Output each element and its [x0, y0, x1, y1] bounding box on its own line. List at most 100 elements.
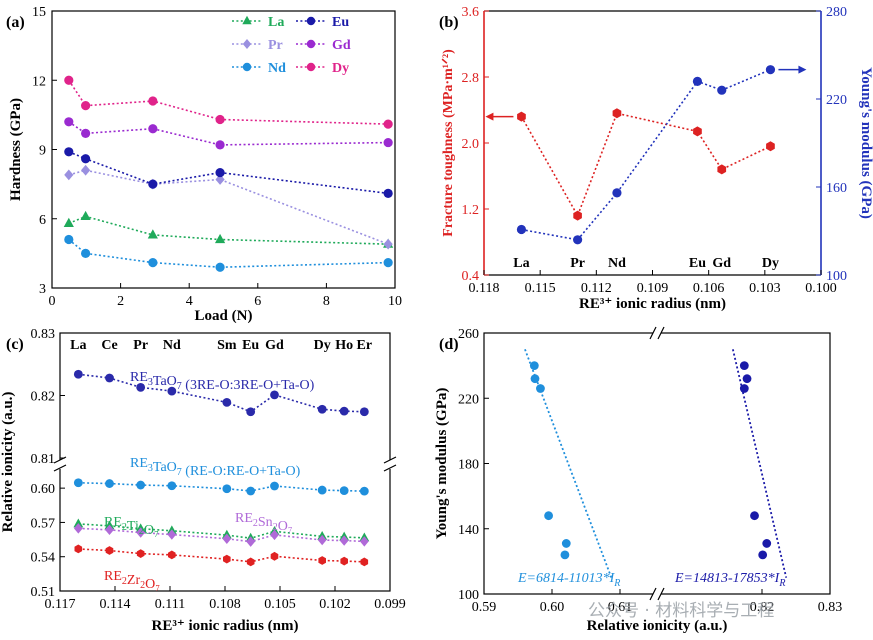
panel-b-modulus-line — [521, 68, 771, 241]
panel-b-left-ytick-label: 1.2 — [462, 203, 480, 218]
panel-d-frame — [483, 332, 831, 595]
panel-c-series-line — [78, 548, 365, 563]
panel-d-ytick-label: 220 — [458, 392, 479, 407]
panel-d-fit-label-main: E=14813-17853*I — [674, 571, 781, 586]
panel-d-label: (d) — [439, 336, 459, 353]
panel-d-fit-label: E=6814-11013*IR — [517, 571, 620, 589]
panel-b-left-ytick-label: 0.4 — [462, 269, 480, 284]
panel-a-point — [383, 258, 393, 268]
panel-c-point — [339, 535, 349, 546]
panel-d-break-mark — [649, 587, 657, 601]
panel-c-series-label-part: TaO — [153, 460, 177, 475]
panel-a-point — [215, 174, 225, 185]
panel-c-point — [136, 549, 145, 558]
panel-c-series-label-part: (RE-O:RE-O+Ta-O) — [182, 464, 301, 479]
panel-c-series-line — [78, 481, 365, 492]
panel-a-point — [81, 101, 91, 111]
panel-c-point — [340, 556, 348, 566]
panel-d-point — [560, 550, 570, 560]
panel-c-element-label: Dy — [314, 338, 331, 353]
panel-c-point — [246, 557, 255, 567]
panel-a-series-line — [68, 215, 389, 245]
panel-b-modulus-point — [765, 65, 776, 75]
panel-c-point — [246, 407, 256, 417]
panel-c-series-label-part: Zr — [127, 573, 141, 588]
panel-c-point — [222, 484, 232, 494]
panel-a-point — [81, 154, 91, 164]
panel-b-element-label: Pr — [570, 256, 585, 271]
panel-d-fit-label: E=14813-17853*IR — [674, 571, 785, 589]
panel-a-ytick-label: 6 — [39, 213, 46, 228]
panel-c-point — [105, 479, 114, 488]
panel-c-series-label-part: RE — [104, 569, 122, 584]
panel-a-point — [63, 217, 74, 227]
panel-a-legend-label: Nd — [268, 61, 286, 76]
panel-c-series-label-part: RE — [130, 370, 148, 385]
panel-a-point — [64, 147, 74, 157]
panel-a-point — [383, 137, 393, 148]
panel-d-point — [742, 374, 752, 384]
panel-a-xtick-label: 4 — [186, 294, 193, 309]
panel-c-point — [222, 533, 232, 544]
panel-c-xtick-label: 0.111 — [155, 597, 185, 612]
panel-a-point — [64, 117, 74, 127]
panel-c-point — [317, 534, 327, 546]
panel-c-point — [105, 524, 114, 536]
panel-c-element-label: La — [70, 338, 86, 353]
panel-d-axis-break-gap — [653, 588, 661, 600]
panel-d-break-mark — [657, 326, 665, 340]
panel-b-xlabel: RE³⁺ ionic radius (nm) — [579, 296, 726, 312]
panel-c-point — [270, 529, 279, 541]
panel-c-point — [136, 480, 146, 490]
panel-c-break-mark — [383, 464, 397, 472]
panel-a-point — [64, 169, 74, 181]
panel-b-xtick-label: 0.106 — [693, 281, 725, 296]
panel-c-series-label-part: 7 — [177, 381, 182, 392]
panel-b-element-label: Gd — [712, 256, 731, 271]
panel-b-element-label: La — [513, 256, 529, 271]
panel-c-xtick-label: 0.117 — [45, 597, 76, 612]
panel-c-label: (c) — [6, 336, 24, 353]
panel-c-ytick-label: 0.51 — [31, 585, 56, 600]
panel-c-point — [105, 373, 114, 383]
panel-c-xlabel: RE³⁺ ionic radius (nm) — [151, 618, 298, 634]
panel-c-series-label-part: 2 — [140, 580, 145, 591]
panel-a-ytick-label: 15 — [32, 5, 46, 20]
panel-c-series-label-part: 2 — [273, 522, 278, 533]
panel-a-legend-marker — [306, 39, 316, 49]
panel-c-series-label: RE2Ti2O₇ — [104, 515, 159, 538]
panel-c-series-label-part: (3RE-O:3RE-O+Ta-O) — [182, 378, 315, 393]
panel-c-series-label-part: RE — [104, 515, 122, 530]
panel-c-series-label-part: O₇ — [144, 523, 159, 538]
panel-a-point — [64, 75, 74, 85]
panel-c-xtick-label: 0.108 — [209, 597, 241, 612]
panel-a-legend-marker — [242, 15, 252, 25]
panel-d-point — [529, 361, 539, 371]
panel-c-ytick-label: 0.54 — [31, 551, 56, 566]
panel-d-ytick-label: 140 — [458, 523, 479, 538]
panel-a-legend-label: Eu — [332, 15, 349, 30]
panel-d-fit-label-main: E=6814-11013*I — [517, 571, 616, 586]
panel-b-xtick-label: 0.109 — [637, 281, 669, 296]
panel-b-modulus-point — [516, 224, 527, 235]
panel-b-right-ytick-label: 220 — [826, 93, 847, 108]
panel-c-point — [360, 557, 369, 567]
panel-a-legend-marker — [242, 39, 252, 49]
panel-b-arrow-right-head — [798, 65, 807, 74]
panel-d-axis-break-gap — [653, 327, 661, 339]
panel-c-point — [73, 478, 83, 488]
panel-c-point — [246, 486, 256, 496]
panel-b-element-label: Eu — [689, 256, 706, 271]
panel-d-point — [739, 384, 749, 393]
panel-a-xtick-label: 8 — [323, 294, 330, 309]
panel-c-series-label-part: 3 — [148, 463, 153, 474]
panel-a-xlabel: Load (N) — [195, 308, 253, 324]
panel-a-point — [81, 164, 91, 176]
panel-c-point — [105, 546, 114, 555]
panel-c-series-label-part: 3 — [148, 377, 153, 388]
panel-c-point — [318, 556, 326, 565]
panel-c-point — [270, 551, 279, 561]
panel-b-element-label: Dy — [762, 256, 779, 271]
panel-a-point — [383, 119, 393, 129]
panel-d-break-mark — [657, 587, 665, 601]
